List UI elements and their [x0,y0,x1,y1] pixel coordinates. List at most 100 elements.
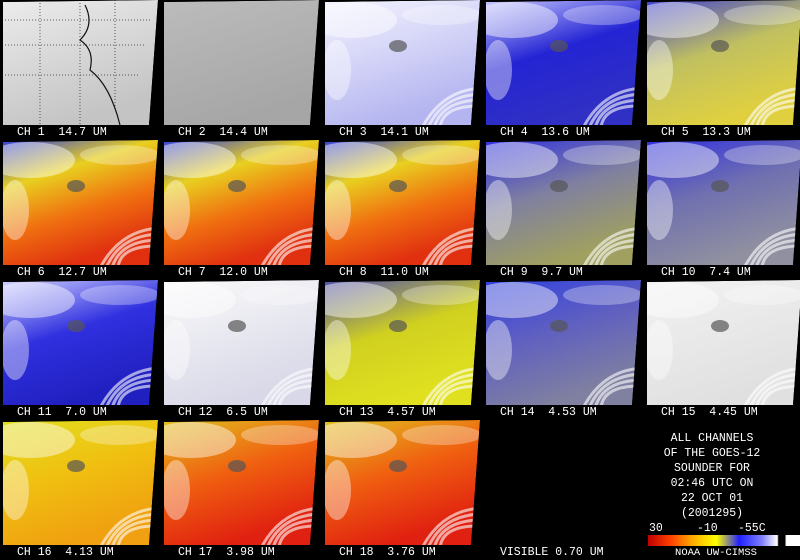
image-base [3,420,158,545]
storm-spot [550,320,568,332]
cloud [486,180,512,240]
channel-panel: CH 5 13.3 UM [647,0,800,139]
cloud [647,320,673,380]
image-base [325,420,480,545]
satellite-image [325,420,480,545]
cloud [164,422,236,458]
channel-label: CH 15 4.45 UM [661,406,758,419]
channel-label: CH 17 3.98 UM [178,546,275,559]
channel-panel: CH 14 4.53 UM [486,280,641,419]
channel-label: CH 1 14.7 UM [17,126,107,139]
image-base [325,0,480,125]
storm-spot [228,320,246,332]
channel-panel: CH 12 6.5 UM [164,280,319,419]
colorbar-label: 30 [649,522,663,535]
cloud [3,320,29,380]
satellite-image [325,0,480,125]
channel-panel: CH 10 7.4 UM [647,140,800,279]
channel-label: CH 13 4.57 UM [339,406,436,419]
cloud [325,460,351,520]
channel-label: CH 18 3.76 UM [339,546,436,559]
channel-panel: CH 8 11.0 UM [325,140,480,279]
cloud [563,145,641,165]
storm-spot [389,180,407,192]
satellite-image [647,280,800,405]
storm-spot [67,460,85,472]
cloud [325,282,397,318]
image-base [486,140,641,265]
cloud [80,145,158,165]
channel-panel: CH 18 3.76 UM [325,420,480,559]
image-base [325,280,480,405]
cloud [3,282,75,318]
satellite-image [486,280,641,405]
info-line: ALL CHANNELS [671,432,754,445]
satellite-image [164,420,319,545]
satellite-image [486,0,641,125]
storm-spot [389,320,407,332]
info-line: SOUNDER FOR [674,462,750,475]
channel-label: CH 7 12.0 UM [178,266,268,279]
cloud [724,5,800,25]
image-base [486,0,641,125]
cloud [647,40,673,100]
cloud [164,142,236,178]
image-base [325,140,480,265]
channel-panel: CH 2 14.4 UM [164,0,319,139]
channel-panel: CH 15 4.45 UM [647,280,800,419]
satellite-image [164,140,319,265]
cloud [325,2,397,38]
info-line: (2001295) [681,507,743,520]
cloud [402,145,480,165]
channel-label: CH 8 11.0 UM [339,266,429,279]
info-line: 22 OCT 01 [681,492,743,505]
cloud [486,142,558,178]
cloud [241,145,319,165]
image-base [164,140,319,265]
cloud [486,40,512,100]
cloud [3,422,75,458]
channel-panel: VISIBLE 0.70 UM [500,546,604,559]
storm-spot [67,180,85,192]
colorbar-label: -10 [697,522,718,535]
channel-label: CH 4 13.6 UM [500,126,590,139]
image-base [486,280,641,405]
channel-panel: CH 3 14.1 UM [325,0,480,139]
image-base [647,140,800,265]
channel-panel: CH 4 13.6 UM [486,0,641,139]
image-base [3,140,158,265]
cloud [325,320,351,380]
cloud [164,320,190,380]
cloud [241,425,319,445]
cloud [3,460,29,520]
storm-spot [711,180,729,192]
storm-spot [711,320,729,332]
channel-label: VISIBLE 0.70 UM [500,546,604,559]
cloud [402,425,480,445]
channel-panel: CH 11 7.0 UM [3,280,158,419]
channel-panel: CH 6 12.7 UM [3,140,158,279]
cloud [724,145,800,165]
image-base [164,420,319,545]
channel-label: CH 6 12.7 UM [17,266,107,279]
satellite-image [3,280,158,405]
coastline [79,4,121,125]
storm-spot [389,460,407,472]
channel-label: CH 14 4.53 UM [500,406,597,419]
image-base [3,280,158,405]
cloud [563,5,641,25]
cloud [3,180,29,240]
storm-spot [550,40,568,52]
cloud [325,142,397,178]
cloud [164,460,190,520]
cloud [325,422,397,458]
satellite-image [164,280,319,405]
channel-panel: CH 16 4.13 UM [3,420,158,559]
image-base [647,0,800,125]
cloud [486,2,558,38]
satellite-image [3,140,158,265]
channel-label: CH 11 7.0 UM [17,406,107,419]
channel-panel: CH 7 12.0 UM [164,140,319,279]
channel-label: CH 10 7.4 UM [661,266,751,279]
